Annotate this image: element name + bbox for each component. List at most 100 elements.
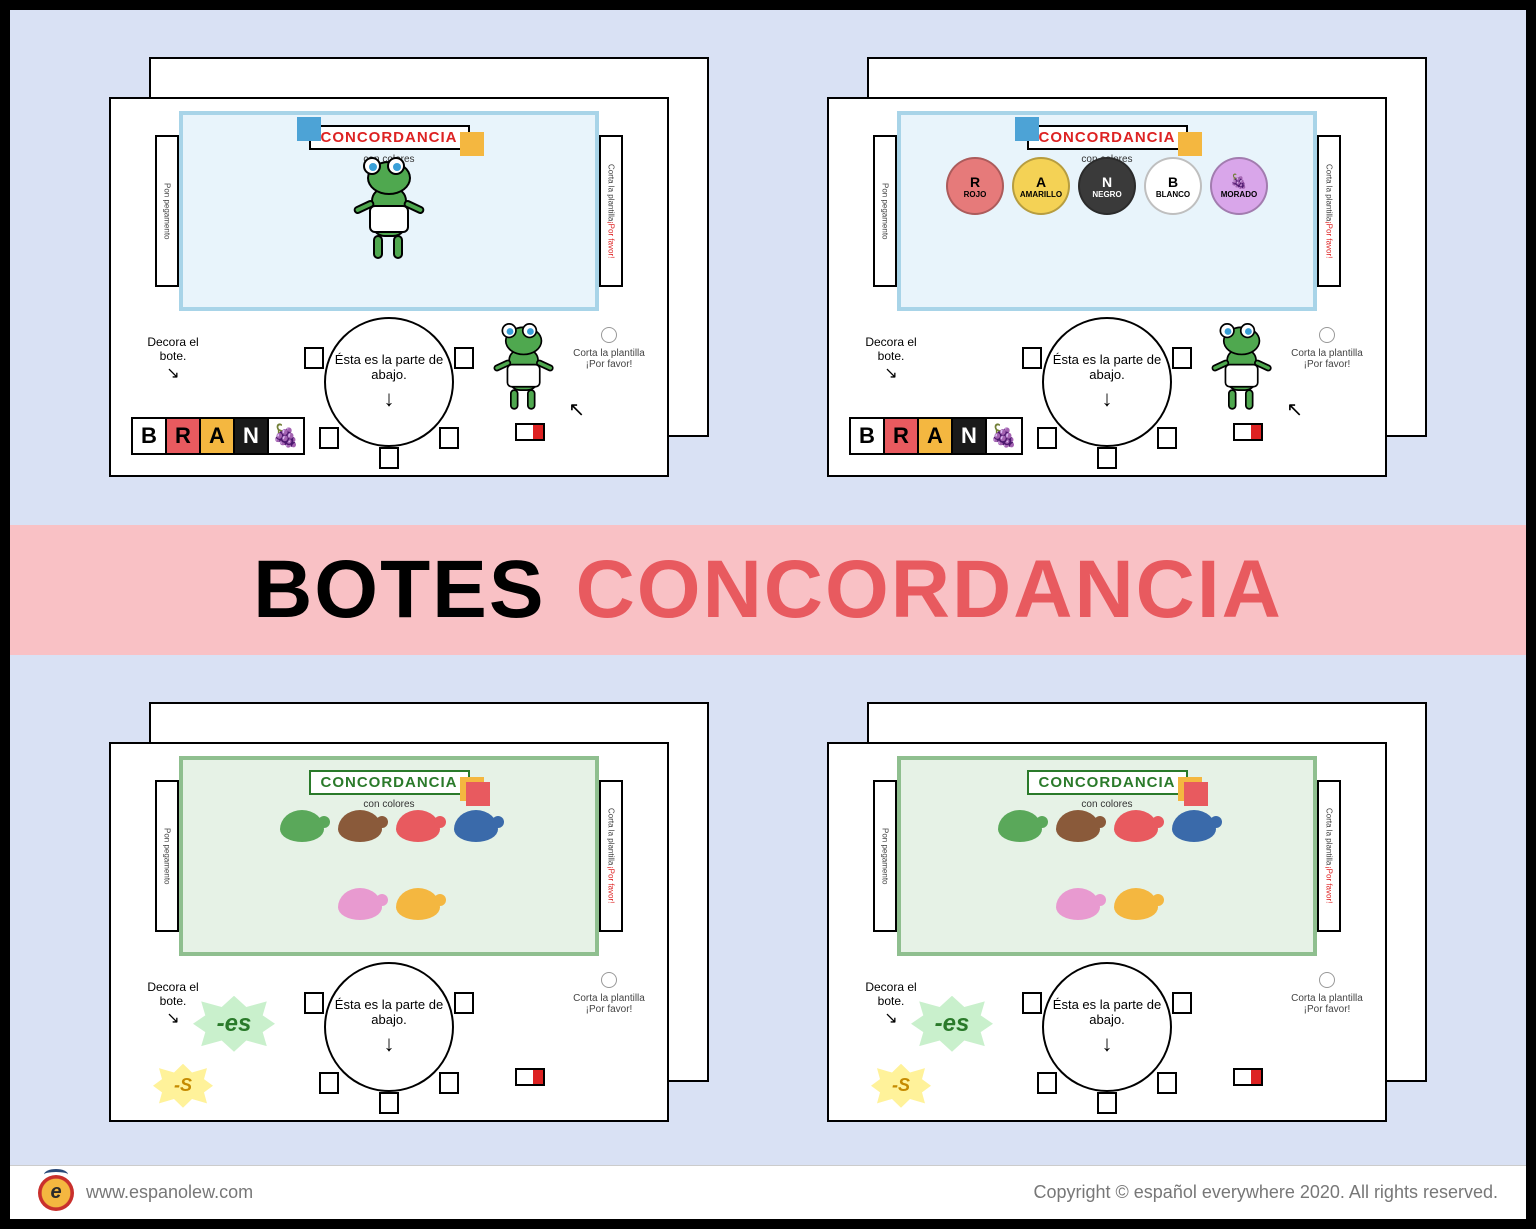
down-arrow-icon: ↓ bbox=[384, 386, 395, 412]
page-frame: Pon pegamento Corta la plantilla ¡Por fa… bbox=[0, 0, 1536, 1229]
worksheet-card-2: Pon pegamento Corta la plantilla ¡Por fa… bbox=[827, 57, 1427, 477]
paint-splat-icon bbox=[338, 810, 382, 842]
sheet-front: Pon pegamento Corta la plantilla ¡Por fa… bbox=[827, 97, 1387, 477]
paint-splat-icon bbox=[998, 810, 1042, 842]
title-word-1: BOTES bbox=[253, 543, 545, 637]
flap-left: Pon pegamento bbox=[155, 135, 179, 287]
splats-container bbox=[183, 760, 595, 952]
color-chip: AAMARILLO bbox=[1012, 157, 1070, 215]
tab bbox=[454, 347, 474, 369]
glue-icon bbox=[1233, 1068, 1263, 1086]
bran-tile: 🍇 bbox=[987, 419, 1021, 453]
bran-tile: A bbox=[201, 419, 235, 453]
paint-splat-icon bbox=[280, 810, 324, 842]
lizard-mascot-icon bbox=[353, 157, 425, 257]
tab bbox=[319, 427, 339, 449]
glue-text: Pon pegamento bbox=[163, 183, 172, 240]
side-note: Corta la plantilla¡Por favor! bbox=[1287, 327, 1367, 370]
sheet-front: Pon pegamento Corta la plantilla ¡Por fa… bbox=[827, 742, 1387, 1122]
curve-arrow-icon: ↖ bbox=[568, 397, 585, 422]
bottom-circle: Ésta es la parte de abajo. ↓ bbox=[1042, 962, 1172, 1092]
please-text: ¡Por favor! bbox=[607, 221, 616, 258]
bran-tile: B bbox=[133, 419, 167, 453]
color-chip: BBLANCO bbox=[1144, 157, 1202, 215]
top-row: Pon pegamento Corta la plantilla ¡Por fa… bbox=[10, 10, 1526, 525]
brand-logo-icon: e bbox=[38, 1175, 74, 1211]
lizard-mascot-icon bbox=[1211, 323, 1272, 408]
glue-icon bbox=[1233, 423, 1263, 441]
bran-tile: R bbox=[167, 419, 201, 453]
paint-splat-icon bbox=[1172, 810, 1216, 842]
bran-tile: A bbox=[919, 419, 953, 453]
color-chip: NNEGRO bbox=[1078, 157, 1136, 215]
paint-splat-icon bbox=[1056, 888, 1100, 920]
worksheet-card-3: Pon pegamento Corta la plantilla ¡Por fa… bbox=[109, 702, 709, 1122]
footer: e www.espanolew.com Copyright © español … bbox=[10, 1165, 1526, 1219]
color-chip: 🍇MORADO bbox=[1210, 157, 1268, 215]
bran-tile: 🍇 bbox=[269, 419, 303, 453]
paint-splat-icon bbox=[396, 810, 440, 842]
circle-text: Ésta es la parte de abajo. bbox=[326, 352, 452, 382]
envelope-panel: Pon pegamento Corta la plantilla ¡Por fa… bbox=[897, 756, 1317, 956]
paint-splat-icon bbox=[1114, 810, 1158, 842]
envelope-panel: Pon pegamento Corta la plantilla ¡Por fa… bbox=[179, 756, 599, 956]
tab bbox=[379, 447, 399, 469]
paint-splat-icon bbox=[338, 888, 382, 920]
worksheet-card-1: Pon pegamento Corta la plantilla ¡Por fa… bbox=[109, 57, 709, 477]
worksheet-card-4: Pon pegamento Corta la plantilla ¡Por fa… bbox=[827, 702, 1427, 1122]
side-note: Corta la plantilla¡Por favor! bbox=[1287, 972, 1367, 1015]
title-band: BOTES CONCORDANCIA bbox=[10, 525, 1526, 655]
flap-right: Corta la plantilla ¡Por favor! bbox=[1317, 780, 1341, 932]
envelope-body bbox=[183, 115, 595, 307]
flap-left: Pon pegamento bbox=[155, 780, 179, 932]
sheet-front: Pon pegamento Corta la plantilla ¡Por fa… bbox=[109, 97, 669, 477]
side-note: Corta la plantilla¡Por favor! bbox=[569, 327, 649, 370]
bottom-row: Decora el bote.↘ -es -S Ésta es la parte… bbox=[123, 962, 655, 1112]
bran-tile: N bbox=[953, 419, 987, 453]
flap-right: Corta la plantilla ¡Por favor! bbox=[599, 780, 623, 932]
sheet-front: Pon pegamento Corta la plantilla ¡Por fa… bbox=[109, 742, 669, 1122]
scissors-icon bbox=[601, 327, 617, 343]
flap-left: Pon pegamento bbox=[873, 135, 897, 287]
side-note: Corta la plantilla¡Por favor! bbox=[569, 972, 649, 1015]
bottom-row: Decora el bote.↘ BRAN🍇 Ésta es la parte … bbox=[123, 317, 655, 467]
flap-right: Corta la plantilla ¡Por favor! bbox=[1317, 135, 1341, 287]
flap-right: Corta la plantilla ¡Por favor! bbox=[599, 135, 623, 287]
s-suffix-badge: -S bbox=[153, 1064, 213, 1108]
bottom-circle: Ésta es la parte de abajo. ↓ bbox=[324, 317, 454, 447]
paint-splat-icon bbox=[1114, 888, 1158, 920]
cut-text: Corta la plantilla bbox=[607, 164, 616, 221]
paint-splat-icon bbox=[1056, 810, 1100, 842]
footer-url: www.espanolew.com bbox=[86, 1182, 253, 1203]
bran-tile: R bbox=[885, 419, 919, 453]
bran-tile: N bbox=[235, 419, 269, 453]
bottom-circle: Ésta es la parte de abajo. ↓ bbox=[324, 962, 454, 1092]
s-suffix-badge: -S bbox=[871, 1064, 931, 1108]
paint-splat-icon bbox=[396, 888, 440, 920]
paint-splat-icon bbox=[454, 810, 498, 842]
envelope-panel: Pon pegamento Corta la plantilla ¡Por fa… bbox=[897, 111, 1317, 311]
color-chip: RROJO bbox=[946, 157, 1004, 215]
bran-tiles: BRAN🍇 bbox=[131, 417, 305, 455]
decora-note: Decora el bote.↘ bbox=[851, 335, 931, 383]
es-suffix-badge: -es bbox=[193, 996, 275, 1052]
bottom-circle: Ésta es la parte de abajo. ↓ bbox=[1042, 317, 1172, 447]
es-suffix-badge: -es bbox=[911, 996, 993, 1052]
bottom-row-cards: Pon pegamento Corta la plantilla ¡Por fa… bbox=[10, 655, 1526, 1220]
tab bbox=[439, 427, 459, 449]
footer-copyright: Copyright © español everywhere 2020. All… bbox=[1033, 1182, 1498, 1203]
envelope-panel: Pon pegamento Corta la plantilla ¡Por fa… bbox=[179, 111, 599, 311]
decora-note: Decora el bote.↘ bbox=[133, 335, 213, 383]
glue-icon bbox=[515, 1068, 545, 1086]
bottom-row: Decora el bote.↘ -es -S Ésta es la parte… bbox=[841, 962, 1373, 1112]
flap-left: Pon pegamento bbox=[873, 780, 897, 932]
lizard-mascot-icon bbox=[493, 323, 554, 408]
tab bbox=[304, 347, 324, 369]
chips-container: RROJOAAMARILLONNEGROBBLANCO🍇MORADO bbox=[901, 115, 1313, 307]
bran-tile: B bbox=[851, 419, 885, 453]
title-word-2: CONCORDANCIA bbox=[576, 543, 1283, 637]
splats-container bbox=[901, 760, 1313, 952]
bran-tiles: BRAN🍇 bbox=[849, 417, 1023, 455]
glue-icon bbox=[515, 423, 545, 441]
bottom-row: Decora el bote.↘ BRAN🍇 Ésta es la parte … bbox=[841, 317, 1373, 467]
